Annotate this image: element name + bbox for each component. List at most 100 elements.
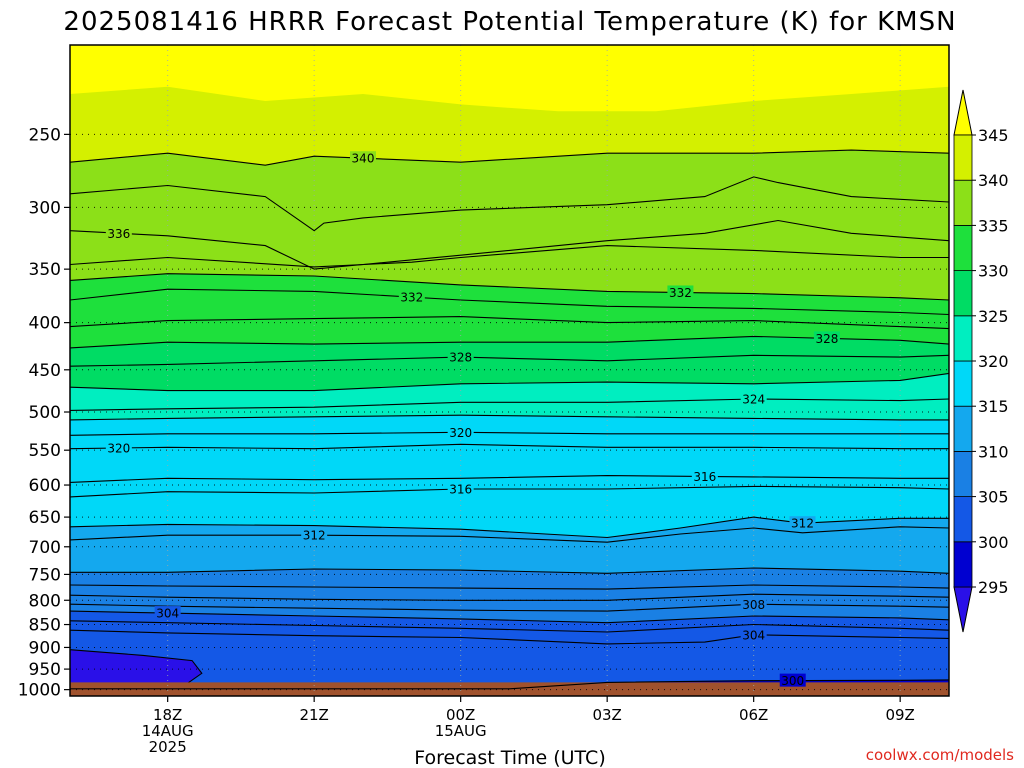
contour-line-340-25 [70, 149, 949, 166]
colorbar-segment-320 [953, 315, 973, 362]
contour-label-320-13: 320 [449, 426, 472, 440]
plot-area: 300 304 304 308 312 312 316 316 320 320 324 328 328 3… [70, 45, 949, 696]
contour-line-340-24 [70, 176, 949, 232]
contour-label-bg-340-25 [350, 151, 376, 165]
y-tick-label-350: 350 [29, 260, 61, 280]
contour-label-bg-328-18 [813, 331, 840, 345]
x-tick-label-24-0: 00Z [446, 706, 475, 724]
contour-label-340-25: 340 [352, 152, 375, 166]
colorbar-tick-label-325: 325 [978, 307, 1009, 326]
colorbar-tick-label-320: 320 [978, 352, 1009, 371]
contour-line-308-5 [70, 593, 949, 601]
x-tick-label-27-0: 03Z [592, 706, 621, 724]
contour-line-324-16 [70, 372, 949, 392]
band-below-304-24 [70, 630, 949, 696]
contour-label-316-10: 316 [449, 483, 472, 497]
colorbar-segment-330 [953, 224, 973, 271]
colorbar-tick-label-310: 310 [978, 442, 1009, 461]
colorbar-segment-310 [953, 405, 973, 452]
credit-text: coolwx.com/models [866, 746, 1014, 764]
colorbar-arrow-top [953, 89, 973, 136]
contour-line-304-2 [70, 620, 949, 633]
y-tick-label-450: 450 [29, 361, 61, 381]
y-tick-label-850: 850 [29, 616, 61, 636]
y-tick-label-750: 750 [29, 565, 61, 585]
colorbar-tick-label-340: 340 [978, 171, 1009, 190]
contour-label-304-3: 304 [156, 607, 179, 621]
contour-label-bg-300-0 [779, 673, 806, 687]
contour-label-312-8: 312 [303, 529, 326, 543]
y-tick-label-950: 950 [29, 660, 61, 680]
y-tick-label-700: 700 [29, 538, 61, 558]
filled-contours [70, 45, 949, 696]
contour-label-328-17: 328 [449, 351, 472, 365]
x-tick-label-18-1: 14AUG [142, 722, 194, 740]
y-tick-label-650: 650 [29, 508, 61, 528]
contour-lines [70, 149, 949, 690]
x-tick-label-33-0: 09Z [885, 706, 914, 724]
grid-lines [70, 45, 949, 696]
contour-label-328-18: 328 [815, 332, 838, 346]
contour-line-304-3 [70, 610, 949, 624]
contour-label-bg-324-15 [740, 391, 767, 405]
colorbar-tick-label-295: 295 [978, 578, 1009, 597]
contour-line-332-21 [70, 273, 949, 301]
y-tick-label-800: 800 [29, 591, 61, 611]
contour-cold-pocket [70, 649, 203, 691]
contour-line-336-22 [70, 245, 949, 268]
colorbar-tick-label-305: 305 [978, 488, 1009, 507]
chart-title: 2025081416 HRRR Forecast Potential Tempe… [63, 7, 956, 37]
contour-label-324-15: 324 [742, 392, 765, 406]
band-340-345 [70, 86, 949, 166]
contour-line-308-7 [70, 567, 949, 574]
x-axis-title: Forecast Time (UTC) [414, 747, 605, 768]
contour-label-312-9: 312 [791, 517, 814, 531]
contour-label-bg-320-12 [105, 440, 132, 454]
y-tick-label-550: 550 [29, 441, 61, 461]
colorbar: 295 300 305 310 315 320 325 330 335 340 345 [953, 89, 1009, 633]
contour-line-312-8 [70, 526, 949, 543]
colorbar-tick-label-300: 300 [978, 533, 1009, 552]
y-tick-label-250: 250 [29, 125, 61, 145]
contour-line-328-18 [70, 335, 949, 349]
colorbar-segment-295 [953, 541, 973, 588]
contour-label-300-0: 300 [781, 674, 804, 688]
x-tick-label-30-0: 06Z [739, 706, 768, 724]
band-cold-pocket [70, 649, 202, 691]
colorbar-segment-315 [953, 360, 973, 407]
contour-label-336-23: 336 [107, 227, 130, 241]
colorbar-tick-label-335: 335 [978, 216, 1009, 235]
contour-line-308-6 [70, 584, 949, 590]
contour-label-bg-304-3 [154, 606, 181, 620]
x-tick-label-18-2: 2025 [149, 738, 187, 756]
colorbar-segment-340 [953, 134, 973, 181]
contour-line-316-10 [70, 485, 949, 498]
contour-label-332-21: 332 [669, 286, 692, 300]
contour-label-316-11: 316 [693, 470, 716, 484]
contour-label-bg-316-11 [691, 469, 718, 483]
colorbar-segment-300 [953, 496, 973, 543]
contour-line-320-12 [70, 443, 949, 450]
contour-label-bg-328-17 [447, 350, 474, 364]
x-tick-label-24-1: 15AUG [435, 722, 487, 740]
contour-label-bg-320-13 [447, 425, 474, 439]
contour-label-bg-312-9 [789, 516, 816, 530]
colorbar-tick-label-330: 330 [978, 262, 1009, 281]
contour-line-324-15 [70, 398, 949, 411]
x-tick-label-18-0: 18Z [153, 706, 182, 724]
y-axis: 2503003504004505005506006507007508008509… [18, 125, 70, 701]
x-tick-label-21-0: 21Z [299, 706, 328, 724]
y-tick-label-500: 500 [29, 403, 61, 423]
colorbar-tick-label-345: 345 [978, 126, 1009, 145]
contour-line-316-11 [70, 475, 949, 483]
y-tick-label-1000: 1000 [18, 681, 61, 701]
contour-label-bg-316-10 [447, 482, 474, 496]
contour-line-320-14 [70, 414, 949, 421]
colorbar-tick-label-315: 315 [978, 397, 1009, 416]
contour-label-bg-304-1 [740, 627, 767, 641]
contour-label-bg-336-23 [105, 226, 132, 240]
contour-label-304-1: 304 [742, 628, 765, 642]
y-tick-label-300: 300 [29, 198, 61, 218]
